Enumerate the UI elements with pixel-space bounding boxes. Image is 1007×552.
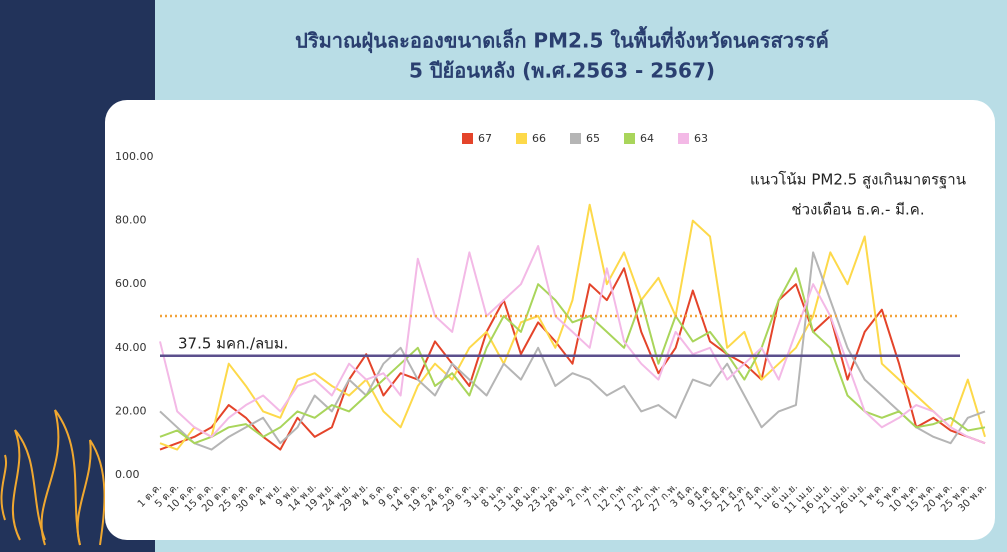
chart-card [105,100,995,540]
legend-swatch [516,133,527,144]
chart-title: ปริมาณฝุ่นละอองขนาดเล็ก PM2.5 ในพื้นที่จ… [295,26,829,54]
legend-label: 63 [694,132,708,145]
y-tick-label: 0.00 [115,468,140,481]
y-tick-label: 60.00 [115,277,147,290]
chart-subtitle: 5 ปีย้อนหลัง (พ.ศ.2563 - 2567) [409,59,715,83]
series-line [159,267,986,445]
legend-label: 65 [586,132,600,145]
legend-swatch [678,133,689,144]
y-tick-label: 20.00 [115,404,147,417]
legend-swatch [570,133,581,144]
legend-swatch [462,133,473,144]
annotation: ช่วงเดือน ธ.ค.- มี.ค. [791,201,924,219]
legend-label: 64 [640,132,654,145]
y-tick-label: 100.00 [115,150,154,163]
legend-swatch [624,133,635,144]
annotation: แนวโน้ม PM2.5 สูงเกินมาตรฐาน [750,171,966,189]
legend-label: 66 [532,132,546,145]
y-tick-label: 40.00 [115,341,147,354]
flame-decoration [0,409,106,546]
y-tick-label: 80.00 [115,214,147,227]
series-line [159,267,986,451]
series-line [159,245,986,445]
series-line [159,203,986,451]
legend-label: 67 [478,132,492,145]
series-line [159,251,986,451]
reference-label: 37.5 มคก./ลบม. [178,334,288,352]
